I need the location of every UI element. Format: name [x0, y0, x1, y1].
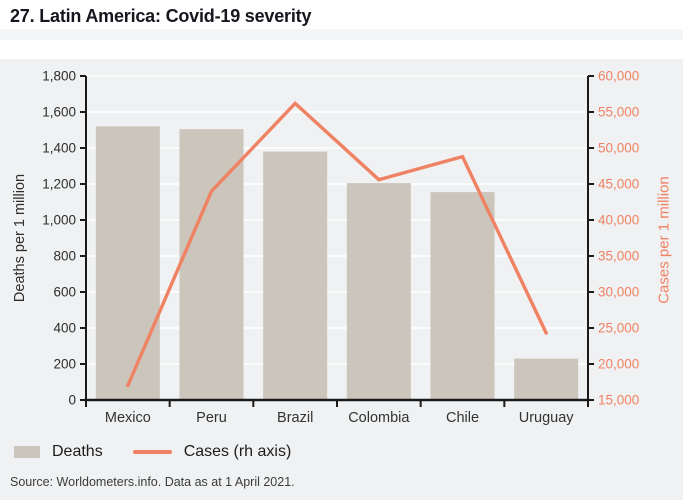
- left-axis-tick-label: 1,600: [42, 105, 76, 120]
- right-axis-tick-label: 35,000: [598, 249, 639, 264]
- right-axis-tick-label: 20,000: [598, 357, 639, 372]
- right-axis-tick-label: 45,000: [598, 177, 639, 192]
- right-axis-title: Cases per 1 million: [655, 176, 673, 304]
- left-axis-title: Deaths per 1 million: [12, 173, 28, 303]
- deaths-bar-colombia: [346, 183, 411, 400]
- deaths-bar-swatch-icon: [14, 446, 40, 458]
- covid-severity-chart: 0 200 400 600 800 1,000 1,200 1,400 1,600 1,800 15…: [42, 69, 639, 427]
- left-axis-tick-label: 1,000: [42, 213, 76, 228]
- category-label-peru: Peru: [196, 410, 227, 426]
- category-label-mexico: Mexico: [105, 410, 151, 426]
- right-axis-tick-label: 50,000: [598, 141, 639, 156]
- left-axis-tick-label: 400: [53, 321, 76, 336]
- right-axis-tick-label: 60,000: [598, 69, 639, 84]
- right-axis-tick-label: 30,000: [598, 285, 639, 300]
- chart-legend: Deaths Cases (rh axis): [14, 443, 309, 461]
- legend-cases-label: Cases (rh axis): [183, 443, 292, 460]
- right-axis-tick-label: 15,000: [598, 393, 639, 408]
- category-label-brazil: Brazil: [277, 410, 313, 426]
- left-axis-tick-label: 600: [53, 285, 76, 300]
- source-attribution: Source: Worldometers.info. Data as at 1 …: [10, 475, 295, 489]
- left-axis-tick-label: 1,200: [42, 177, 76, 192]
- category-label-colombia: Colombia: [348, 410, 410, 426]
- cases-line: [126, 100, 548, 388]
- deaths-bar-mexico: [95, 126, 160, 401]
- deaths-bar-uruguay: [514, 358, 579, 400]
- deaths-bar-peru: [179, 129, 244, 400]
- deaths-bar-chile: [430, 192, 495, 400]
- right-axis-tick-label: 25,000: [598, 321, 639, 336]
- category-label-chile: Chile: [446, 410, 479, 426]
- left-axis-tick-label: 0: [68, 393, 76, 408]
- left-axis-tick-label: 1,400: [42, 141, 76, 156]
- legend-deaths-label: Deaths: [52, 443, 103, 460]
- left-axis-tick-label: 1,800: [42, 69, 76, 84]
- right-axis-tick-label: 55,000: [598, 105, 639, 120]
- left-axis-tick-label: 200: [53, 357, 76, 372]
- left-axis-tick-label: 800: [53, 249, 76, 264]
- header-divider-band: [0, 29, 683, 40]
- deaths-bar-brazil: [263, 151, 328, 400]
- cases-line-swatch-icon: [132, 450, 172, 454]
- right-axis-tick-label: 40,000: [598, 213, 639, 228]
- category-label-uruguay: Uruguay: [519, 410, 575, 426]
- chart-title: 27. Latin America: Covid-19 severity: [10, 6, 312, 26]
